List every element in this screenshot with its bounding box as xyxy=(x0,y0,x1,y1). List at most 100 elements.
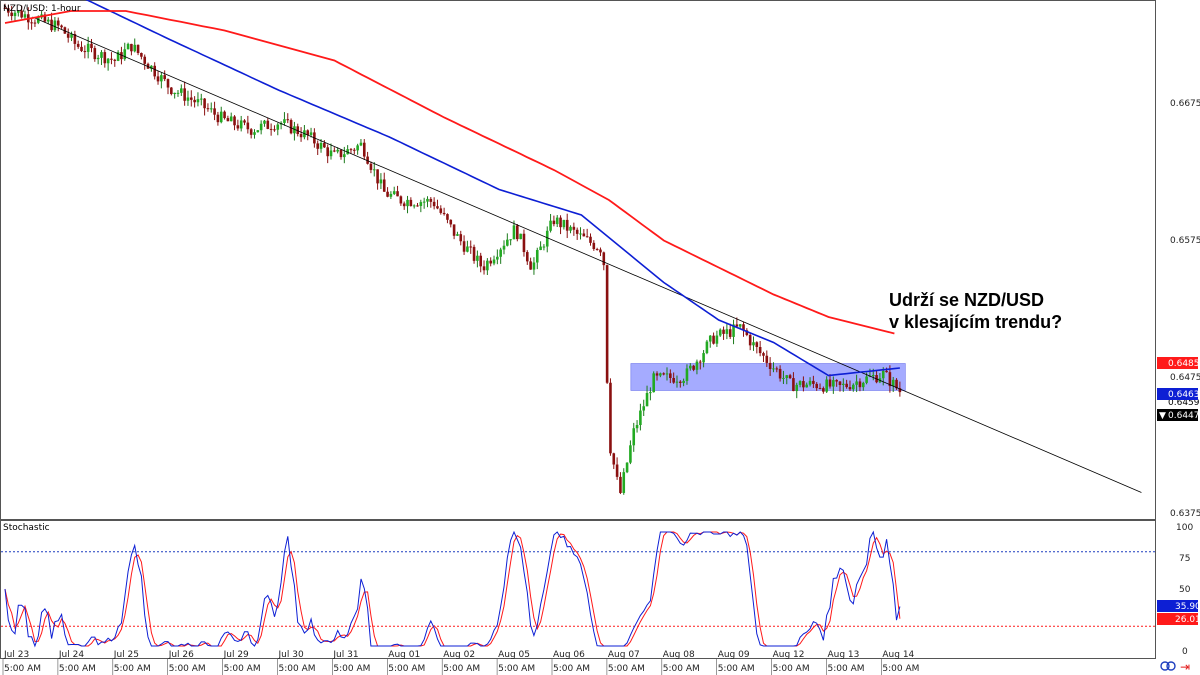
price-panel-frame xyxy=(0,0,1156,520)
time-label-time: 5:00 AM xyxy=(224,664,261,674)
candle xyxy=(426,196,429,208)
candle xyxy=(446,213,449,224)
candle xyxy=(592,240,596,251)
candle xyxy=(153,62,156,80)
candle xyxy=(838,381,842,392)
candle xyxy=(263,119,266,127)
candle xyxy=(705,339,709,355)
candle xyxy=(432,197,436,210)
candle xyxy=(452,224,456,240)
candle xyxy=(662,372,665,376)
candle xyxy=(795,382,799,399)
candle xyxy=(113,58,117,67)
candle xyxy=(229,112,233,122)
price-tag-last: ▼ 0.64476 xyxy=(1157,409,1200,421)
candle xyxy=(595,247,599,251)
candle xyxy=(416,202,419,207)
time-label-time: 5:00 AM xyxy=(4,664,41,674)
candle xyxy=(93,45,97,62)
candle xyxy=(798,380,802,388)
price-tick-label: 0.63757 xyxy=(1170,509,1200,519)
arrow-icon: ⇥ xyxy=(1180,660,1190,674)
stochastic-d-tag-label: 26.01 xyxy=(1175,615,1200,625)
candle xyxy=(419,199,423,213)
candle xyxy=(266,117,270,130)
stochastic-panel-frame xyxy=(0,520,1156,659)
candle xyxy=(126,42,130,50)
candle xyxy=(569,225,572,234)
candle xyxy=(76,40,80,49)
candle xyxy=(110,52,113,65)
candle xyxy=(858,378,862,392)
candle xyxy=(70,31,73,42)
time-label-date: Jul 31 xyxy=(332,650,358,660)
candle xyxy=(120,46,123,65)
candle xyxy=(10,6,13,21)
price-tick-label: 0.64757 xyxy=(1170,373,1200,383)
stochastic-tick-label: 0 xyxy=(1182,647,1188,657)
candle xyxy=(599,247,602,257)
time-label-time: 5:00 AM xyxy=(828,664,865,674)
candle xyxy=(206,103,210,112)
candle xyxy=(612,452,616,470)
candle xyxy=(90,38,93,53)
time-label-time: 5:00 AM xyxy=(553,664,590,674)
candle xyxy=(642,399,646,416)
candle xyxy=(46,17,50,25)
candle xyxy=(818,383,822,390)
candle xyxy=(655,371,659,381)
time-label-time: 5:00 AM xyxy=(169,664,206,674)
candle xyxy=(13,10,17,22)
candle xyxy=(489,257,492,267)
price-tag-hidden: 0.64591 xyxy=(1157,397,1200,408)
candle xyxy=(815,382,819,391)
candle xyxy=(96,54,100,65)
price-tick-label: 0.66757 xyxy=(1170,99,1200,109)
candle xyxy=(309,127,313,138)
candle xyxy=(23,10,27,19)
candle xyxy=(140,52,143,60)
time-label-time: 5:00 AM xyxy=(663,664,700,674)
candle xyxy=(848,380,852,391)
candle xyxy=(183,81,186,106)
candle xyxy=(219,106,223,124)
candle xyxy=(459,230,463,246)
price-panel: NZD/USD: 1-hour Udrží se NZD/USD v klesa… xyxy=(0,0,1200,520)
link-icon-ring xyxy=(1166,661,1176,671)
candle xyxy=(30,19,33,30)
candle xyxy=(56,17,60,32)
candle xyxy=(396,185,399,197)
candle xyxy=(675,375,679,388)
link-icon xyxy=(1160,661,1170,671)
stochastic-k-tag-label: 35.90 xyxy=(1175,602,1200,612)
candle xyxy=(575,227,579,240)
candle xyxy=(808,377,812,387)
annotation-line-2: v klesajícím trendu? xyxy=(889,312,1062,332)
candle xyxy=(496,249,499,265)
candle xyxy=(382,172,386,192)
candle xyxy=(239,115,243,132)
candle xyxy=(259,120,263,135)
candle xyxy=(43,11,47,23)
candle xyxy=(665,367,669,381)
candle xyxy=(376,169,379,190)
price-tag-last-marker: ▼ xyxy=(1159,411,1166,421)
candle xyxy=(698,359,702,370)
candle xyxy=(409,197,413,207)
candle xyxy=(539,241,542,251)
price-tag-last-label: 0.64476 xyxy=(1168,411,1200,421)
price-tag-hidden-label: 0.64591 xyxy=(1168,398,1200,408)
candle xyxy=(406,195,409,214)
candle xyxy=(785,374,789,385)
candle xyxy=(429,197,433,208)
candle xyxy=(3,3,7,9)
candle xyxy=(193,96,196,108)
candle xyxy=(535,247,539,270)
time-label-date: Aug 07 xyxy=(608,650,640,660)
candle xyxy=(519,233,522,240)
candle xyxy=(695,359,699,375)
candle xyxy=(436,199,439,210)
trendline xyxy=(32,16,1142,493)
candle xyxy=(349,147,353,154)
